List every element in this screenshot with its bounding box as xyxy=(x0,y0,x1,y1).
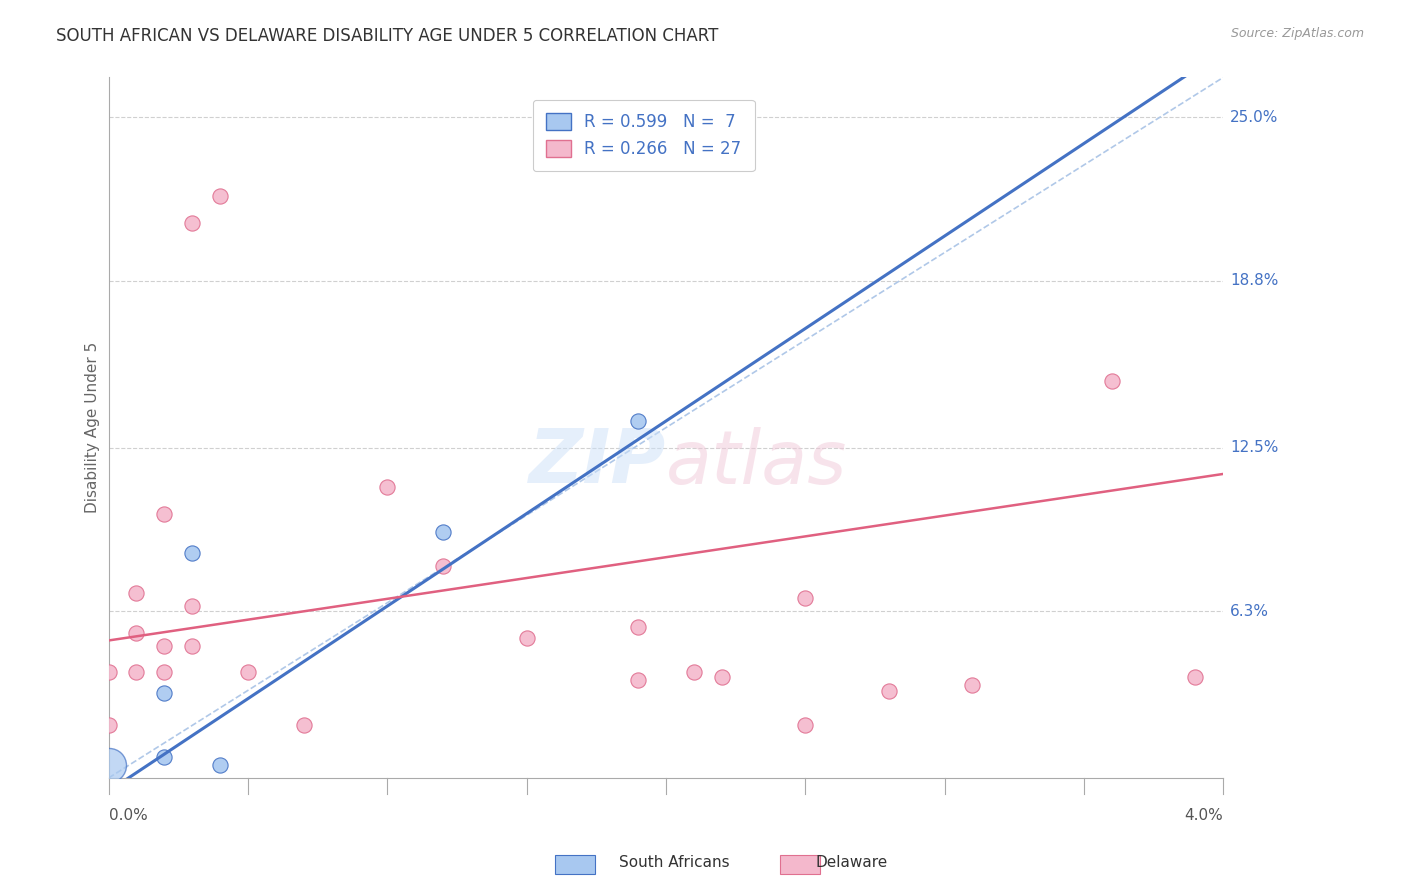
Point xyxy=(794,718,817,732)
Point xyxy=(1101,375,1123,389)
Text: 18.8%: 18.8% xyxy=(1230,274,1278,288)
Point xyxy=(125,625,148,640)
Y-axis label: Disability Age Under 5: Disability Age Under 5 xyxy=(86,342,100,513)
Legend: R = 0.599   N =  7, R = 0.266   N = 27: R = 0.599 N = 7, R = 0.266 N = 27 xyxy=(533,100,755,171)
Point xyxy=(432,525,454,540)
Point xyxy=(209,757,232,772)
Point xyxy=(97,718,120,732)
Text: 6.3%: 6.3% xyxy=(1230,604,1270,619)
Point xyxy=(516,631,538,645)
Point xyxy=(125,665,148,680)
Text: ZIP: ZIP xyxy=(529,426,666,500)
Point xyxy=(794,591,817,606)
Text: 25.0%: 25.0% xyxy=(1230,110,1278,125)
Point xyxy=(97,665,120,680)
Point xyxy=(682,665,704,680)
Point xyxy=(181,216,204,230)
Text: 12.5%: 12.5% xyxy=(1230,440,1278,455)
Point xyxy=(627,673,650,687)
Text: Source: ZipAtlas.com: Source: ZipAtlas.com xyxy=(1230,27,1364,40)
Point xyxy=(1184,671,1206,685)
Text: South Africans: South Africans xyxy=(619,855,730,870)
Point xyxy=(432,559,454,574)
Point xyxy=(125,586,148,600)
Point xyxy=(97,757,120,772)
Text: SOUTH AFRICAN VS DELAWARE DISABILITY AGE UNDER 5 CORRELATION CHART: SOUTH AFRICAN VS DELAWARE DISABILITY AGE… xyxy=(56,27,718,45)
Point xyxy=(962,678,984,692)
Point xyxy=(627,620,650,634)
Point xyxy=(153,665,176,680)
Point xyxy=(236,665,259,680)
Text: Delaware: Delaware xyxy=(815,855,887,870)
Point xyxy=(153,507,176,521)
Point xyxy=(153,686,176,700)
Text: 4.0%: 4.0% xyxy=(1184,808,1223,823)
Point xyxy=(375,480,398,494)
Point xyxy=(627,414,650,428)
Point xyxy=(181,546,204,560)
Text: 0.0%: 0.0% xyxy=(108,808,148,823)
Point xyxy=(181,599,204,613)
Point xyxy=(710,671,733,685)
Point xyxy=(153,639,176,653)
Text: atlas: atlas xyxy=(666,426,848,499)
Point xyxy=(209,189,232,203)
Point xyxy=(877,683,900,698)
Point xyxy=(153,749,176,764)
Point xyxy=(181,639,204,653)
Point xyxy=(292,718,315,732)
